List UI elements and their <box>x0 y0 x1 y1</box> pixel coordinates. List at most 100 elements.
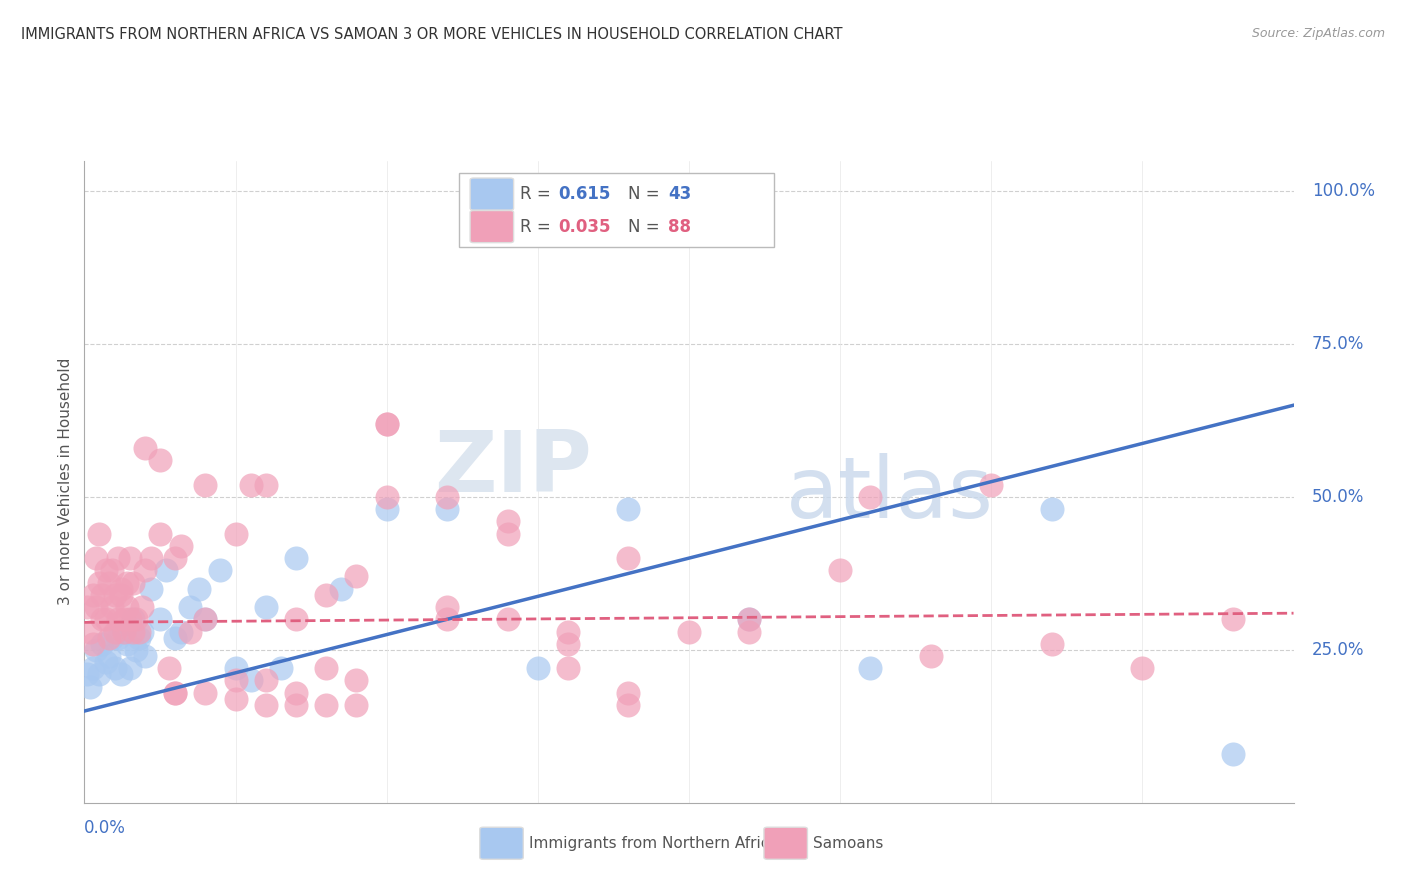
Point <box>125 612 148 626</box>
Point <box>131 600 153 615</box>
Point <box>97 648 120 663</box>
Point <box>617 551 640 566</box>
Point <box>225 661 247 675</box>
Point <box>121 612 143 626</box>
Text: 43: 43 <box>668 185 692 203</box>
Text: Source: ZipAtlas.com: Source: ZipAtlas.com <box>1251 27 1385 40</box>
Point <box>107 631 129 645</box>
Point <box>89 526 111 541</box>
FancyBboxPatch shape <box>460 173 773 247</box>
Point <box>194 612 217 626</box>
FancyBboxPatch shape <box>763 827 807 859</box>
Point <box>149 526 172 541</box>
Point <box>94 655 117 669</box>
Text: R =: R = <box>520 218 555 235</box>
Text: 0.615: 0.615 <box>558 185 610 203</box>
Point <box>82 637 104 651</box>
Point <box>1222 612 1244 626</box>
Point <box>284 698 308 712</box>
Point <box>375 502 398 516</box>
Point <box>557 637 579 651</box>
Point <box>157 661 180 675</box>
Point <box>149 612 172 626</box>
Text: 50.0%: 50.0% <box>1312 488 1364 506</box>
Point <box>254 698 277 712</box>
Point <box>526 661 548 675</box>
Text: 0.0%: 0.0% <box>84 819 127 837</box>
Point <box>678 624 700 639</box>
Point <box>496 515 519 529</box>
Point <box>118 551 141 566</box>
Point <box>830 563 852 577</box>
Point <box>346 569 368 583</box>
Point <box>617 698 640 712</box>
Point <box>436 502 458 516</box>
Point <box>104 624 127 639</box>
Point <box>980 477 1002 491</box>
Point <box>375 417 398 431</box>
Point <box>76 600 98 615</box>
Point <box>115 637 138 651</box>
Point <box>163 631 186 645</box>
Point <box>110 582 132 596</box>
Text: atlas: atlas <box>786 453 994 536</box>
Point <box>155 563 177 577</box>
Point <box>163 551 186 566</box>
Point <box>1222 747 1244 761</box>
Text: Immigrants from Northern Africa: Immigrants from Northern Africa <box>529 836 779 851</box>
Point <box>284 612 308 626</box>
Text: 100.0%: 100.0% <box>1312 182 1375 200</box>
Point <box>375 417 398 431</box>
Point <box>738 612 761 626</box>
Point <box>254 477 277 491</box>
Point <box>86 551 108 566</box>
Point <box>107 551 129 566</box>
Point <box>170 624 193 639</box>
Point <box>617 502 640 516</box>
Point <box>100 631 122 645</box>
Point <box>239 477 262 491</box>
Point <box>315 698 337 712</box>
Point <box>179 624 201 639</box>
Point <box>557 661 579 675</box>
Point <box>436 490 458 504</box>
Point <box>139 582 162 596</box>
Point <box>134 648 156 663</box>
Y-axis label: 3 or more Vehicles in Household: 3 or more Vehicles in Household <box>58 358 73 606</box>
Point <box>89 575 111 590</box>
Point <box>110 588 132 602</box>
Point <box>239 673 262 688</box>
Point <box>115 575 138 590</box>
Point <box>121 624 143 639</box>
Point <box>82 588 104 602</box>
Text: IMMIGRANTS FROM NORTHERN AFRICA VS SAMOAN 3 OR MORE VEHICLES IN HOUSEHOLD CORREL: IMMIGRANTS FROM NORTHERN AFRICA VS SAMOA… <box>21 27 842 42</box>
Point <box>91 637 114 651</box>
Point <box>194 477 217 491</box>
Point <box>225 691 247 706</box>
Point <box>110 667 132 681</box>
Point <box>131 624 153 639</box>
Point <box>496 612 519 626</box>
Point <box>557 624 579 639</box>
Point <box>225 526 247 541</box>
Point <box>107 612 129 626</box>
Point <box>346 698 368 712</box>
Point <box>91 588 114 602</box>
Point <box>86 643 108 657</box>
Point <box>86 600 108 615</box>
Point <box>125 643 148 657</box>
Point <box>97 631 120 645</box>
Point <box>134 563 156 577</box>
Point <box>163 686 186 700</box>
Point <box>270 661 292 675</box>
Point <box>179 600 201 615</box>
Point <box>188 582 211 596</box>
Point <box>194 612 217 626</box>
Text: 25.0%: 25.0% <box>1312 640 1364 659</box>
Point <box>100 600 122 615</box>
Text: ZIP: ZIP <box>434 427 592 510</box>
Text: 0.035: 0.035 <box>558 218 610 235</box>
Point <box>112 624 135 639</box>
Point <box>617 686 640 700</box>
Text: R =: R = <box>520 185 555 203</box>
